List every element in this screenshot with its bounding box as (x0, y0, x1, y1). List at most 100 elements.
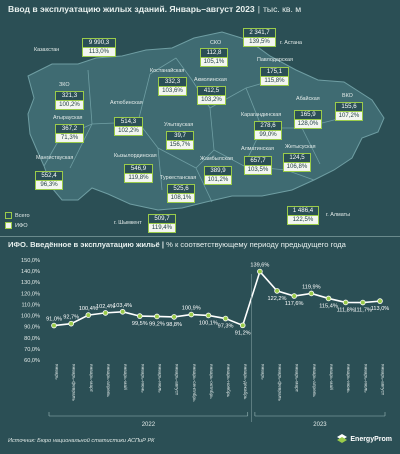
region-ifo: 105,1% (200, 58, 228, 67)
y-tick-label: 60,0% (24, 358, 40, 364)
region-box-ulytau: 39,7 156,7% (166, 131, 194, 150)
region-box-pavlodar: 175,1 115,8% (260, 67, 289, 86)
legend-total: Всего (5, 212, 30, 219)
region-ifo: 128,0% (294, 120, 322, 129)
y-tick-label: 100,0% (21, 314, 40, 320)
data-point (85, 312, 92, 318)
region-box-aktobe: 514,3 102,2% (114, 117, 143, 136)
region-label-abai: Абайская (296, 96, 320, 102)
region-box-atyrau: 367,2 71,3% (55, 124, 84, 143)
region-box-sko: 112,8 105,1% (200, 48, 228, 67)
region-label-zhetysu: Жетысуская (285, 144, 316, 150)
data-label: 117,6% (285, 301, 304, 307)
region-label-turkestan: Туркестанская (160, 175, 197, 181)
data-label: 92,7% (63, 315, 79, 321)
data-label: 100,1% (199, 320, 218, 326)
x-tick-label: январь-август (380, 364, 385, 396)
region-total: 124,5 (283, 153, 311, 163)
data-label: 91,2% (235, 330, 251, 336)
x-tick-label: январь-май (122, 364, 129, 390)
data-label: 100,4% (79, 306, 98, 312)
y-tick-label: 90,0% (24, 325, 40, 331)
data-label: 139,6% (250, 263, 269, 269)
region-label-akmola: Акмолинская (194, 77, 227, 83)
legend-label-ifo: ИФО (15, 222, 28, 229)
data-label: 113,0% (371, 306, 390, 312)
region-total: 2 341,7 (243, 28, 276, 38)
x-tick-label: январь-декабрь (242, 364, 248, 400)
data-point (325, 295, 332, 302)
region-label-kazakhstan: Казахстан (34, 47, 60, 53)
region-ifo: 103,6% (158, 87, 187, 96)
chart-title: ИФО. Введённое в эксплуатацию жильё | % … (8, 240, 346, 249)
page-title: Ввод в эксплуатацию жилых зданий. Январь… (8, 4, 398, 14)
region-ifo: 102,2% (114, 127, 143, 136)
chart-title-unit: % к соответствующему периоду предыдущего… (166, 240, 346, 249)
region-label-sko: СКО (210, 40, 222, 46)
region-label-mangystau: Мангистауская (36, 155, 74, 161)
region-ifo: 108,1% (167, 194, 195, 203)
region-box-abai: 165,9 128,0% (294, 110, 322, 129)
region-label-vko: ВКО (342, 93, 353, 99)
data-point (360, 299, 366, 306)
region-label-astana: г. Астана (280, 40, 302, 46)
data-point (119, 308, 126, 315)
region-label-almaty: г. Алматы (326, 212, 350, 218)
data-point (68, 320, 74, 327)
data-label: 91,0% (46, 317, 62, 323)
region-total: 9 990,3 (82, 38, 116, 48)
data-point (154, 313, 160, 320)
data-point (308, 290, 315, 297)
region-total: 367,2 (55, 124, 84, 134)
chart-title-separator: | (159, 240, 167, 249)
region-total: 546,9 (124, 164, 153, 174)
ifo-line-chart: 150,0% 140,0% 130,0% 120,0% 110,0% 100,0% 90,0… (21, 258, 390, 428)
region-label-atyrau: Атырауская (53, 115, 83, 121)
region-total: 112,8 (200, 48, 228, 58)
data-point (274, 288, 280, 294)
region-ifo: 113,0% (82, 48, 116, 57)
y-tick-label: 110,0% (21, 302, 40, 308)
region-total: 39,7 (166, 131, 194, 141)
region-total: 321,3 (55, 91, 84, 101)
data-label: 102,4% (96, 304, 115, 310)
y-tick-label: 140,0% (21, 269, 40, 275)
legend-label-total: Всего (15, 212, 30, 219)
region-ifo: 119,8% (124, 174, 153, 183)
region-ifo: 122,5% (287, 216, 319, 225)
region-total: 552,4 (35, 171, 63, 181)
y-tick-label: 130,0% (21, 280, 40, 286)
region-ifo: 139,5% (243, 38, 276, 47)
data-label: 122,2% (268, 296, 287, 302)
year-label: 2023 (313, 422, 327, 428)
region-label-zhambyl: Жамбылская (200, 156, 233, 162)
region-total: 165,9 (294, 110, 322, 120)
series-line (53, 269, 381, 327)
x-tick-label: январь-апрель (105, 364, 110, 397)
region-total: 412,5 (197, 86, 226, 96)
region-box-karaganda: 278,6 99,0% (254, 121, 282, 140)
year-label: 2022 (142, 422, 156, 428)
data-label: 111,8% (337, 307, 355, 313)
region-box-almaty-obl: 657,7 103,5% (244, 156, 272, 175)
region-label-zko: ЗКО (59, 82, 70, 88)
region-label-kyzylorda: Кызылординская (114, 153, 157, 159)
region-total: 278,6 (254, 121, 282, 131)
region-total: 657,7 (244, 156, 272, 166)
region-label-almaty-obl: Алматинская (241, 146, 274, 152)
data-point (205, 312, 212, 319)
region-box-mangystau: 552,4 96,3% (35, 171, 63, 190)
region-box-kazakhstan: 9 990,3 113,0% (82, 38, 116, 57)
kazakhstan-map: Казахстан 9 990,3 113,0% 2 341,7 139,5% г.… (0, 18, 400, 236)
region-box-kyzylorda: 546,9 119,8% (124, 164, 153, 183)
region-ifo: 107,2% (335, 112, 363, 121)
region-label-karaganda: Карагандинская (241, 112, 282, 118)
data-point (291, 293, 298, 299)
data-point (171, 314, 177, 320)
data-label: 99,2% (149, 321, 165, 327)
region-total: 514,3 (114, 117, 143, 127)
region-ifo: 96,3% (35, 181, 63, 190)
x-tick-label: январь-февраль (71, 364, 77, 401)
x-tick-label: январь-июль (362, 364, 367, 393)
title-separator: | (257, 4, 260, 14)
